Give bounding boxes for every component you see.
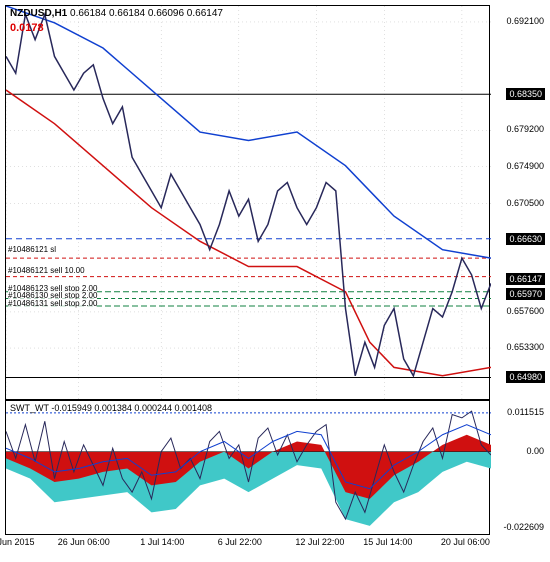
- y-tick-label: 0.65970: [506, 288, 545, 300]
- main-price-chart[interactable]: NZDUSD,H1 0.66184 0.66184 0.66096 0.6614…: [5, 5, 490, 400]
- y-tick-label: 0.657600: [506, 306, 544, 316]
- indicator-title: SWT_WT -0.015949 0.001384 0.000244 0.001…: [10, 403, 212, 413]
- y-tick-label: 0.66630: [506, 233, 545, 245]
- y-tick-label: 0.674900: [506, 161, 544, 171]
- x-tick-label: 26 Jun 06:00: [58, 537, 110, 547]
- main-chart-svg: [6, 6, 491, 401]
- x-tick-label: 6 Jul 22:00: [218, 537, 262, 547]
- indicator-name: SWT_WT: [10, 403, 49, 413]
- x-tick-label: 1 Jul 14:00: [140, 537, 184, 547]
- y-tick-label: 0.653300: [506, 342, 544, 352]
- delta-value: 0.0178: [10, 22, 44, 34]
- symbol-label: NZDUSD,H1: [10, 8, 67, 19]
- order-label: #10486131 sell stop 2.00: [8, 299, 97, 308]
- y-tick-label: 0.670500: [506, 198, 544, 208]
- x-tick-label: 15 Jul 14:00: [363, 537, 412, 547]
- chart-title-bar: NZDUSD,H1 0.66184 0.66184 0.66096 0.6614…: [10, 8, 223, 19]
- y-tick-label: 0.692100: [506, 16, 544, 26]
- sub-y-tick-label: 0.011515: [507, 407, 544, 417]
- sub-y-tick-label: -0.022609: [503, 522, 544, 532]
- y-tick-label: 0.68350: [506, 88, 545, 100]
- order-label: #10486121 sell 10.00: [8, 266, 85, 275]
- order-label: #10486121 sl: [8, 245, 56, 254]
- x-tick-label: 20 Jul 06:00: [441, 537, 490, 547]
- sub-y-tick-label: 0.00: [526, 446, 544, 456]
- y-tick-label: 0.679200: [506, 124, 544, 134]
- y-tick-label: 0.64980: [506, 371, 545, 383]
- x-tick-label: 23 Jun 2015: [0, 537, 35, 547]
- x-tick-label: 12 Jul 22:00: [295, 537, 344, 547]
- y-tick-label: 0.66147: [506, 273, 545, 285]
- indicator-values: -0.015949 0.001384 0.000244 0.001408: [51, 403, 212, 413]
- ohlc-values: 0.66184 0.66184 0.66096 0.66147: [70, 8, 223, 19]
- indicator-chart[interactable]: SWT_WT -0.015949 0.001384 0.000244 0.001…: [5, 400, 490, 535]
- sub-chart-svg: [6, 401, 491, 536]
